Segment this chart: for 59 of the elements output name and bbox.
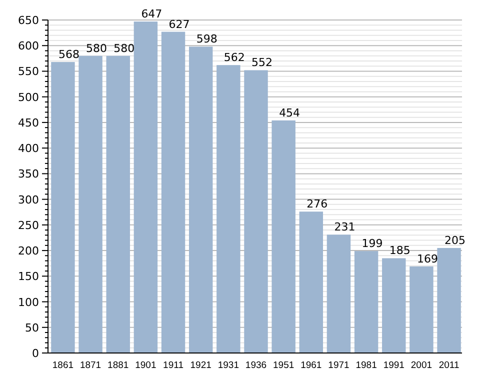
y-tick-label: 200 — [18, 244, 39, 258]
x-tick-label: 1921 — [190, 360, 212, 371]
bar — [326, 234, 351, 353]
data-label: 580 — [114, 42, 135, 55]
x-tick-label: 1961 — [300, 360, 322, 371]
x-tick-label: 2011 — [438, 360, 460, 371]
data-label: 647 — [141, 8, 162, 21]
data-label: 169 — [416, 252, 438, 266]
x-tick-label: 1871 — [80, 360, 102, 371]
x-tick-label: 1971 — [328, 360, 350, 371]
x-tick-label: 1936 — [245, 360, 267, 371]
bar — [216, 65, 240, 353]
x-tick-label: 1901 — [135, 360, 156, 371]
data-label: 562 — [224, 51, 245, 64]
y-tick-label: 350 — [18, 168, 39, 181]
y-tick-label: 450 — [18, 116, 39, 130]
y-tick-label: 250 — [18, 218, 39, 232]
data-label: 205 — [444, 234, 466, 247]
y-tick-label: 550 — [18, 65, 39, 78]
y-tick-label: 650 — [18, 14, 39, 27]
x-tick-label: 1951 — [273, 360, 294, 371]
x-tick-label: 1981 — [356, 360, 377, 371]
data-label: 598 — [196, 32, 218, 46]
data-label: 580 — [86, 42, 108, 55]
data-label: 185 — [389, 244, 410, 258]
bar — [78, 56, 102, 353]
y-tick-label: 50 — [25, 321, 39, 334]
bar — [244, 70, 268, 353]
data-label: 231 — [334, 220, 356, 234]
bar — [51, 62, 75, 353]
y-tick-label: 0 — [32, 347, 39, 360]
bar — [299, 212, 324, 353]
bar — [161, 32, 186, 353]
x-tick-label: 1861 — [52, 360, 74, 371]
bar — [437, 248, 461, 353]
x-tick-label: 2001 — [410, 360, 432, 371]
x-tick-label: 1991 — [383, 360, 404, 371]
y-tick-label: 500 — [18, 90, 39, 104]
bar — [272, 120, 296, 353]
data-label: 454 — [279, 106, 300, 120]
bar — [382, 258, 406, 353]
bar — [354, 251, 378, 353]
bar — [188, 46, 213, 353]
bar — [410, 266, 434, 353]
y-tick-label: 600 — [18, 40, 39, 53]
data-label: 199 — [362, 237, 383, 250]
y-tick-label: 100 — [18, 296, 39, 309]
data-label: 627 — [168, 18, 190, 31]
y-tick-label: 400 — [18, 142, 39, 156]
data-label: 568 — [58, 48, 80, 62]
y-tick-label: 300 — [18, 193, 39, 206]
data-label: 552 — [252, 56, 272, 70]
x-tick-label: 1931 — [218, 360, 239, 371]
y-tick-label: 150 — [18, 270, 39, 284]
data-label: 276 — [306, 198, 328, 211]
x-tick-label: 1911 — [163, 360, 184, 371]
bar — [134, 22, 158, 353]
x-tick-label: 1881 — [108, 360, 129, 371]
bar — [106, 56, 130, 353]
